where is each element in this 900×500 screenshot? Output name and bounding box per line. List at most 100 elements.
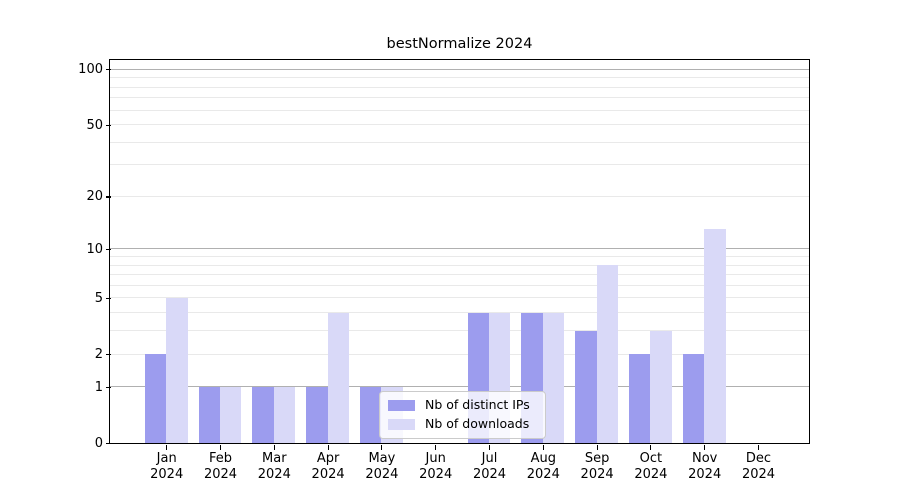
bar-nb-of-downloads-jan-2024 xyxy=(166,297,188,443)
gridline-major xyxy=(110,386,809,388)
gridline-minor xyxy=(110,264,809,266)
x-tick-year: 2024 xyxy=(311,466,345,482)
y-tick-mark xyxy=(105,386,111,388)
x-tick-year: 2024 xyxy=(472,466,507,482)
legend-item-downloads: Nb of downloads xyxy=(388,417,537,431)
bar-nb-of-downloads-sep-2024 xyxy=(596,265,618,443)
x-tick-year: 2024 xyxy=(150,466,184,482)
x-tick-month: Oct xyxy=(639,451,663,466)
x-tick-mark xyxy=(327,445,329,450)
bar-nb-of-distinct-ips-may-2024 xyxy=(360,386,382,443)
x-tick-mark xyxy=(704,445,706,450)
x-tick-label-apr-2024: Apr 2024 xyxy=(296,451,360,482)
gridline-minor xyxy=(110,124,809,126)
x-tick-month: Nov xyxy=(692,451,718,466)
bar-nb-of-downloads-aug-2024 xyxy=(542,312,565,443)
y-tick-label: 50 xyxy=(86,117,103,133)
x-tick-label-nov-2024: Nov 2024 xyxy=(673,451,737,482)
bar-nb-of-distinct-ips-oct-2024 xyxy=(629,354,651,443)
x-tick-mark xyxy=(273,445,275,450)
gridline-minor xyxy=(110,109,809,111)
chart-title: bestNormalize 2024 xyxy=(386,36,533,52)
gridline-minor xyxy=(110,256,809,258)
legend-swatch-downloads xyxy=(388,418,415,430)
gridline-minor xyxy=(110,312,809,314)
gridline-minor xyxy=(110,284,809,286)
x-tick-year: 2024 xyxy=(526,466,560,482)
y-tick-mark xyxy=(105,353,111,356)
x-tick-year: 2024 xyxy=(257,466,291,482)
plot-area xyxy=(109,58,810,444)
x-tick-month: Aug xyxy=(530,451,556,466)
x-tick-year: 2024 xyxy=(580,466,614,482)
y-tick-label: 20 xyxy=(86,189,103,205)
y-tick-mark xyxy=(105,248,111,250)
y-tick-label: 0 xyxy=(94,436,103,451)
x-tick-month: Jul xyxy=(481,451,498,466)
x-tick-mark xyxy=(542,445,544,450)
x-tick-mark xyxy=(596,445,598,450)
gridline-minor xyxy=(110,195,809,197)
bar-nb-of-downloads-nov-2024 xyxy=(704,229,726,443)
bar-nb-of-downloads-feb-2024 xyxy=(220,386,242,443)
x-tick-label-jan-2024: Jan 2024 xyxy=(135,451,199,482)
x-tick-label-oct-2024: Oct 2024 xyxy=(619,451,683,482)
x-tick-mark xyxy=(650,445,652,450)
legend-swatch-distinct-ips xyxy=(388,399,415,411)
x-tick-month: Jan xyxy=(156,451,177,466)
x-tick-month: Jun xyxy=(425,451,446,466)
gridline-minor xyxy=(110,97,809,99)
bar-nb-of-downloads-mar-2024 xyxy=(273,386,296,443)
gridline-minor xyxy=(110,164,809,166)
x-tick-mark xyxy=(219,445,222,450)
x-tick-label-sep-2024: Sep 2024 xyxy=(565,451,629,482)
legend: Nb of distinct IPs Nb of downloads xyxy=(379,391,546,439)
x-tick-mark xyxy=(757,445,760,450)
y-tick-label: 1 xyxy=(94,379,103,395)
y-tick-mark xyxy=(105,196,111,198)
x-tick-label-aug-2024: Aug 2024 xyxy=(511,451,575,482)
x-tick-month: Apr xyxy=(316,451,340,466)
x-tick-mark xyxy=(488,445,491,450)
gridline-minor xyxy=(110,274,809,276)
bar-nb-of-downloads-oct-2024 xyxy=(650,330,672,443)
x-tick-year: 2024 xyxy=(688,466,722,482)
x-tick-mark xyxy=(435,445,437,450)
bar-nb-of-distinct-ips-sep-2024 xyxy=(575,330,597,443)
y-tick-mark xyxy=(105,442,111,445)
x-tick-label-feb-2024: Feb 2024 xyxy=(189,451,253,482)
x-tick-year: 2024 xyxy=(634,466,668,482)
bar-nb-of-distinct-ips-feb-2024 xyxy=(198,386,220,443)
x-tick-month: Dec xyxy=(745,451,772,466)
y-tick-mark xyxy=(105,69,111,71)
gridline-major xyxy=(110,68,809,70)
gridline-minor xyxy=(110,330,809,332)
x-tick-month: Feb xyxy=(208,451,233,466)
x-tick-mark xyxy=(381,445,383,450)
y-tick-label: 10 xyxy=(86,241,103,257)
x-tick-label-dec-2024: Dec 2024 xyxy=(727,451,791,482)
gridline-minor xyxy=(110,86,809,88)
x-tick-mark xyxy=(166,445,168,450)
x-tick-year: 2024 xyxy=(365,466,399,482)
legend-label-downloads: Nb of downloads xyxy=(425,416,530,432)
x-tick-month: Mar xyxy=(262,451,287,466)
y-tick-label: 2 xyxy=(94,347,103,363)
bar-nb-of-distinct-ips-jan-2024 xyxy=(144,354,167,443)
y-tick-label: 100 xyxy=(78,62,103,78)
bar-nb-of-distinct-ips-mar-2024 xyxy=(252,386,274,443)
x-tick-month: Sep xyxy=(584,451,610,466)
y-tick-mark xyxy=(105,297,111,299)
y-tick-label: 5 xyxy=(94,290,103,306)
gridline-minor xyxy=(110,353,809,355)
gridline-minor xyxy=(110,297,809,299)
x-tick-year: 2024 xyxy=(741,466,776,482)
x-tick-month: May xyxy=(368,451,396,466)
x-tick-label-jul-2024: Jul 2024 xyxy=(458,451,522,482)
x-tick-label-may-2024: May 2024 xyxy=(350,451,414,482)
x-tick-label-mar-2024: Mar 2024 xyxy=(242,451,306,482)
gridline-major xyxy=(110,248,809,250)
gridline-minor xyxy=(110,77,809,79)
legend-item-distinct-ips: Nb of distinct IPs xyxy=(388,398,537,412)
